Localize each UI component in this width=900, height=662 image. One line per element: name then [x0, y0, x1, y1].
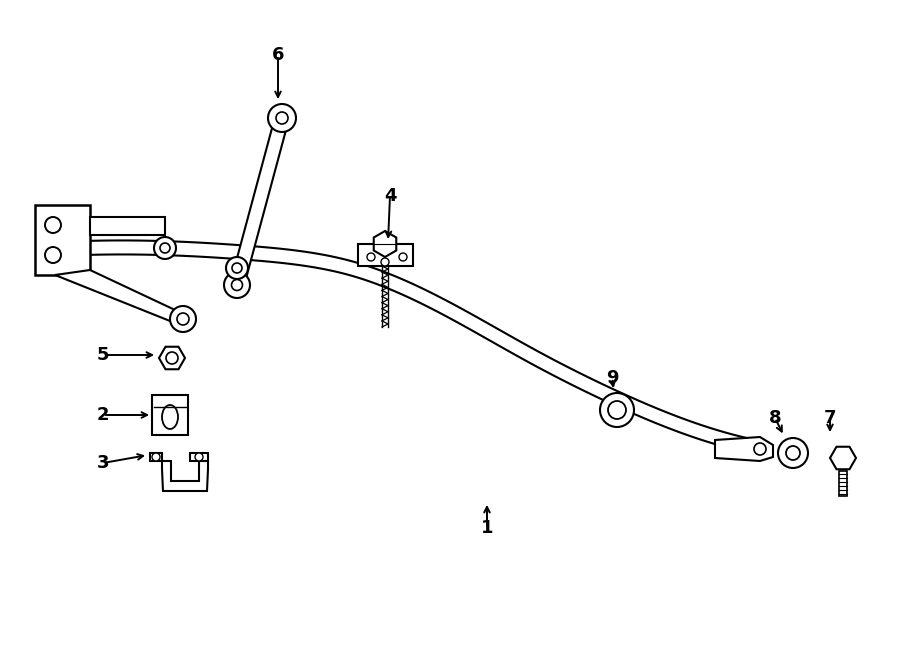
Circle shape [154, 237, 176, 259]
Text: 9: 9 [606, 369, 618, 387]
FancyBboxPatch shape [190, 453, 208, 461]
Circle shape [399, 253, 407, 261]
Circle shape [600, 393, 634, 427]
Text: 3: 3 [97, 454, 109, 472]
Ellipse shape [162, 405, 178, 429]
Circle shape [177, 313, 189, 325]
Circle shape [152, 453, 160, 461]
Polygon shape [162, 461, 208, 491]
Circle shape [276, 112, 288, 124]
Polygon shape [55, 270, 190, 323]
Circle shape [232, 263, 242, 273]
Polygon shape [85, 240, 756, 454]
Circle shape [170, 306, 196, 332]
Text: 4: 4 [383, 187, 396, 205]
Text: 5: 5 [97, 346, 109, 364]
Polygon shape [159, 347, 185, 369]
Circle shape [195, 453, 203, 461]
FancyBboxPatch shape [152, 395, 188, 435]
FancyBboxPatch shape [35, 205, 90, 275]
Circle shape [231, 279, 242, 291]
Circle shape [45, 217, 61, 233]
Polygon shape [374, 231, 396, 257]
Circle shape [160, 243, 170, 253]
FancyBboxPatch shape [150, 453, 162, 461]
Circle shape [608, 401, 626, 419]
Circle shape [754, 443, 766, 455]
Circle shape [367, 253, 375, 261]
Circle shape [224, 272, 250, 298]
Circle shape [381, 258, 389, 266]
Text: 1: 1 [481, 519, 493, 537]
Circle shape [166, 352, 178, 364]
Text: 2: 2 [97, 406, 109, 424]
Circle shape [45, 247, 61, 263]
Text: 6: 6 [272, 46, 284, 64]
Text: 8: 8 [769, 409, 781, 427]
FancyBboxPatch shape [839, 471, 847, 496]
Polygon shape [358, 244, 413, 266]
Circle shape [268, 104, 296, 132]
Circle shape [226, 257, 248, 279]
Circle shape [778, 438, 808, 468]
Polygon shape [230, 116, 289, 287]
Text: 7: 7 [824, 409, 836, 427]
Polygon shape [90, 217, 165, 235]
Polygon shape [715, 437, 773, 461]
Polygon shape [830, 447, 856, 469]
Circle shape [786, 446, 800, 460]
